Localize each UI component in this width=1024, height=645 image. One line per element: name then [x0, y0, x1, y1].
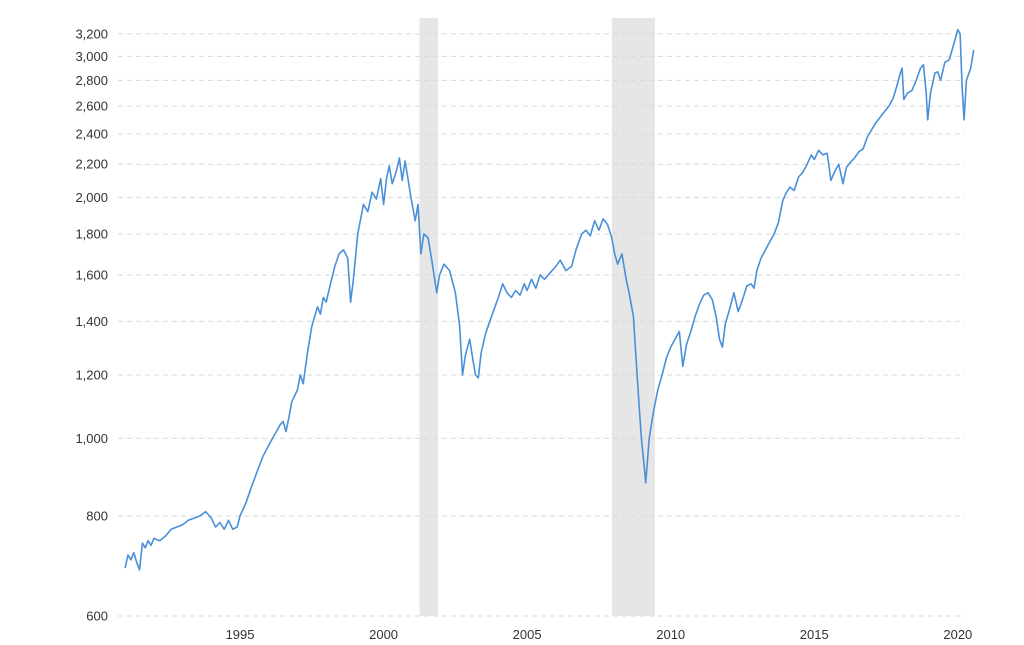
y-tick-label: 1,200 [75, 367, 108, 382]
recession-shading [419, 18, 655, 616]
y-tick-label: 1,400 [75, 314, 108, 329]
y-axis-tick-labels: 600 800 1,000 1,200 1,400 1,600 1,800 2,000 2,20… [75, 26, 108, 623]
y-tick-label: 2,200 [75, 157, 108, 172]
x-axis-tick-labels: 1995 2000 2005 2010 2015 2020 [226, 627, 973, 642]
x-tick-label: 1995 [226, 627, 255, 642]
gridlines [118, 33, 965, 617]
series-group [124, 28, 975, 571]
y-tick-label: 3,200 [75, 26, 108, 41]
y-tick-label: 2,400 [75, 126, 108, 141]
y-tick-label: 2,000 [75, 190, 108, 205]
y-tick-label: 1,800 [75, 226, 108, 241]
y-tick-label: 3,000 [75, 49, 108, 64]
x-tick-label: 2010 [656, 627, 685, 642]
x-tick-label: 2020 [943, 627, 972, 642]
shaded-period-0 [419, 18, 439, 616]
y-tick-label: 2,800 [75, 73, 108, 88]
y-tick-label: 800 [86, 508, 108, 523]
x-tick-label: 2000 [369, 627, 398, 642]
x-tick-label: 2005 [513, 627, 542, 642]
y-tick-label: 1,000 [75, 431, 108, 446]
series-line-0 [124, 28, 975, 571]
y-tick-label: 2,600 [75, 99, 108, 114]
y-tick-label: 1,600 [75, 267, 108, 282]
y-tick-label: 600 [86, 609, 108, 624]
x-tick-label: 2015 [800, 627, 829, 642]
